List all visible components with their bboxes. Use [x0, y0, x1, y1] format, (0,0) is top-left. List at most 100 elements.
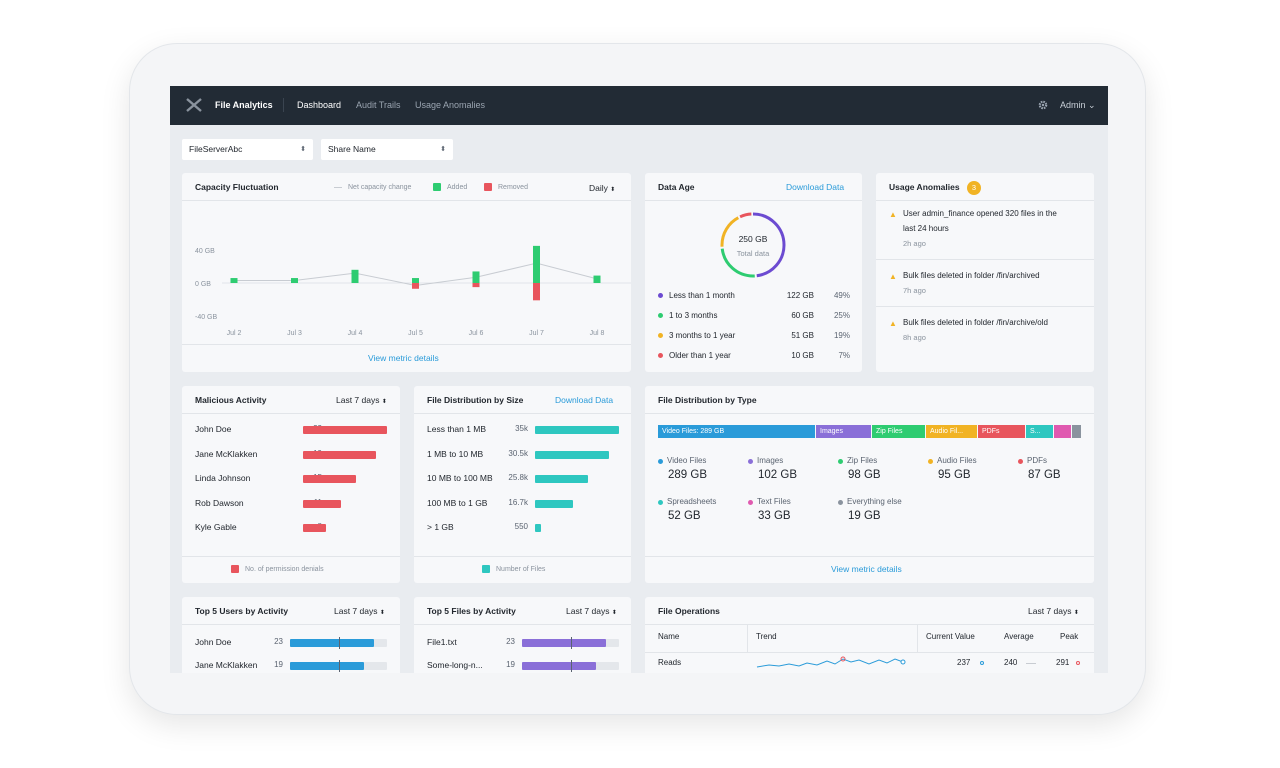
row-label[interactable]: File1.txt	[427, 637, 457, 647]
type-segment[interactable]	[1072, 425, 1081, 438]
tab-usage-anomalies[interactable]: Usage Anomalies	[415, 100, 486, 110]
data-age-pct: 25%	[833, 311, 850, 320]
download-data-link[interactable]: Download Data	[555, 395, 614, 405]
type-segment[interactable]: PDFs	[978, 425, 1025, 438]
row-label[interactable]: Some-long-n...	[427, 660, 483, 670]
added-bar	[351, 269, 359, 283]
divider	[645, 413, 1094, 414]
top-navigation-bar: File Analytics Dashboard Audit Trails Us…	[170, 86, 1108, 125]
view-metric-details-link[interactable]: View metric details	[831, 564, 902, 574]
legend-swatch	[231, 565, 239, 573]
anomaly-text[interactable]: User admin_finance opened 320 files in t…	[903, 209, 1057, 218]
chevron-icon: ⬍	[611, 610, 617, 616]
peak-marker-icon	[1076, 661, 1080, 665]
file-server-select[interactable]: FileServerAbc ⬍	[182, 139, 313, 160]
app-screen: File Analytics Dashboard Audit Trails Us…	[170, 86, 1108, 673]
data-age-size: 122 GB	[786, 291, 814, 300]
type-segment[interactable]: Images	[816, 425, 871, 438]
chevron-icon: ⬍	[1073, 610, 1079, 616]
row-label[interactable]: Kyle Gable	[195, 522, 237, 532]
row-value: 30.5k	[508, 448, 528, 458]
type-legend-name: Video Files	[667, 456, 707, 465]
legend-label: Number of Files	[496, 565, 546, 573]
type-segment[interactable]: Audio Fil...	[926, 425, 977, 438]
type-legend-size: 102 GB	[758, 469, 797, 481]
removed-bar	[412, 283, 419, 289]
divider	[645, 556, 1094, 557]
column-header-trend: Trend	[756, 632, 777, 641]
bar-fill	[303, 450, 376, 459]
row-label[interactable]: Rob Dawson	[195, 497, 244, 508]
file-type-distribution-card: File Distribution by Type Video Files: 2…	[645, 386, 1094, 583]
added-bar	[412, 278, 419, 283]
y-tick-label: -40 GB	[195, 314, 218, 321]
capacity-chart: 40 GB 0 GB -40 GB Jul 2 Jul 3 Jul 4 Jul 5 Jul 6…	[195, 245, 631, 337]
period-dropdown[interactable]: Daily ⬍	[589, 183, 615, 193]
period-dropdown[interactable]: Last 7 days ⬍	[336, 395, 387, 405]
period-dropdown[interactable]: Last 7 days ⬍	[566, 606, 617, 616]
warning-icon: ▲	[889, 319, 897, 328]
period-dropdown[interactable]: Last 7 days ⬍	[334, 606, 385, 616]
donut-segment	[720, 212, 786, 278]
tab-dashboard[interactable]: Dashboard	[297, 100, 342, 110]
row-label[interactable]: Jane McKlakken	[195, 660, 258, 670]
row-label[interactable]: 1 MB to 10 MB	[427, 448, 484, 459]
file-size-distribution-card: File Distribution by Size Download Data …	[414, 386, 631, 583]
bar-fill	[303, 499, 341, 508]
nav-divider	[283, 98, 284, 112]
legend-dot	[658, 293, 663, 298]
row-label[interactable]: Linda Johnson	[195, 473, 251, 483]
row-name-reads: Reads	[658, 658, 682, 667]
divider	[182, 624, 400, 625]
admin-menu[interactable]: Admin ⌄	[1060, 100, 1096, 110]
period-value: Last 7 days	[334, 606, 378, 616]
file-operations-card: File Operations Last 7 days ⬍ Name Trend…	[645, 597, 1094, 673]
malicious-activity-card: Malicious Activity Last 7 days ⬍ John Do…	[182, 386, 400, 583]
divider	[182, 413, 400, 414]
card-title: Capacity Fluctuation	[195, 182, 279, 192]
legend: Number of Files	[482, 565, 545, 573]
app-title: File Analytics	[215, 100, 273, 110]
reads-current-value: 237	[957, 658, 971, 667]
row-label[interactable]: Less than 1 MB	[427, 424, 487, 434]
bar-fill	[522, 639, 606, 647]
row-label[interactable]: > 1 GB	[427, 522, 454, 532]
current-marker-icon	[980, 661, 984, 665]
row-value: 35k	[515, 424, 528, 433]
anomaly-text[interactable]: Bulk files deleted in folder /fin/archiv…	[903, 271, 1040, 280]
legend-dot	[1018, 459, 1023, 464]
legend-dot	[838, 500, 843, 505]
period-dropdown[interactable]: Last 7 days ⬍	[1028, 606, 1079, 616]
divider	[414, 624, 631, 625]
anomaly-text[interactable]: Bulk files deleted in folder /fin/archiv…	[903, 318, 1048, 327]
divider	[182, 344, 631, 345]
reads-peak: 291	[1056, 658, 1070, 667]
legend-dot	[658, 459, 663, 464]
legend-dot	[928, 459, 933, 464]
type-segment[interactable]	[1054, 425, 1071, 438]
row-label[interactable]: John Doe	[195, 637, 232, 647]
download-data-link[interactable]: Download Data	[786, 182, 845, 192]
select-arrow-icon: ⬍	[440, 146, 446, 153]
row-label[interactable]: 10 MB to 100 MB	[427, 473, 493, 483]
share-name-select[interactable]: Share Name ⬍	[321, 139, 453, 160]
row-label[interactable]: John Doe	[195, 424, 232, 434]
view-metric-details-link[interactable]: View metric details	[368, 353, 439, 363]
row-label[interactable]: 100 MB to 1 GB	[427, 497, 488, 508]
anomaly-text-cont: last 24 hours	[903, 224, 949, 233]
type-legend-size: 19 GB	[848, 510, 881, 522]
card-title: Top 5 Files by Activity	[427, 606, 516, 616]
row-label[interactable]: Jane McKlakken	[195, 448, 258, 459]
added-swatch	[433, 183, 441, 191]
y-tick-label: 0 GB	[195, 281, 211, 288]
warning-icon: ▲	[889, 210, 897, 219]
tab-audit-trails[interactable]: Audit Trails	[356, 100, 401, 110]
legend-dot	[748, 500, 753, 505]
gear-icon[interactable]	[1037, 99, 1049, 111]
divider	[645, 624, 1094, 625]
type-segment[interactable]: S...	[1026, 425, 1053, 438]
type-segment[interactable]: Zip Files	[872, 425, 925, 438]
type-segment-label: Zip Files	[876, 428, 903, 435]
type-segment[interactable]: Video Files: 289 GB	[658, 425, 815, 438]
legend-label: No. of permission denials	[245, 565, 324, 573]
